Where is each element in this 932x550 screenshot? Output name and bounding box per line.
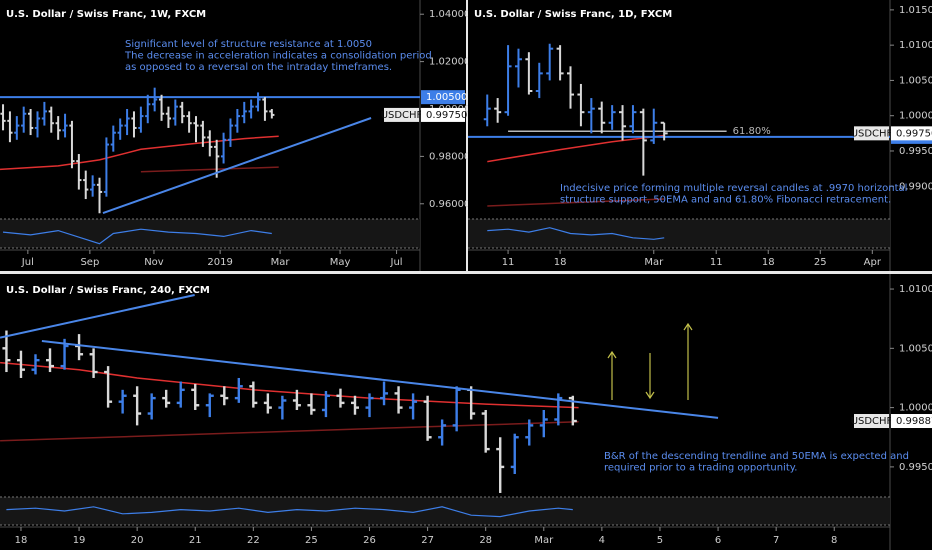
y-tick-label: 1.04000 <box>429 9 470 20</box>
symbol-box <box>854 414 889 429</box>
x-tick-label: Mar <box>534 535 554 546</box>
trendline <box>41 339 719 419</box>
trendline <box>0 293 195 339</box>
moving-average <box>487 198 665 207</box>
x-tick-label: 21 <box>189 535 202 546</box>
y-tick-label: 0.96000 <box>429 199 470 210</box>
x-tick-label: 25 <box>305 535 318 546</box>
x-tick-label: Mar <box>644 257 664 268</box>
last-price-box <box>421 107 465 122</box>
chart-title: U.S. Dollar / Swiss Franc, 240, FXCM <box>6 285 210 296</box>
x-tick-label: 11 <box>710 257 723 268</box>
x-tick-label: 6 <box>715 535 721 546</box>
x-tick-label: 7 <box>773 535 779 546</box>
x-tick-label: 22 <box>247 535 260 546</box>
x-tick-label: 11 <box>502 257 515 268</box>
x-tick-label: 8 <box>831 535 837 546</box>
x-tick-label: 2019 <box>207 257 232 268</box>
panel: 1.040001.020001.000000.980000.96000JulSe… <box>0 0 470 271</box>
fib-label: 61.80% <box>733 126 771 137</box>
x-tick-label: Nov <box>144 257 164 268</box>
x-tick-label: 26 <box>363 535 376 546</box>
symbol-label: USDCHF <box>851 416 893 427</box>
indicator-pane <box>468 219 890 248</box>
moving-average <box>0 421 579 442</box>
symbol-label: USDCHF <box>851 128 893 139</box>
arrow-head <box>607 350 617 359</box>
annotation: Indecisive price forming multiple revers… <box>560 183 907 194</box>
last-price-box <box>891 126 932 141</box>
arrows <box>607 322 693 400</box>
last-price-box <box>891 414 932 429</box>
x-tick-label: 5 <box>657 535 663 546</box>
chart-title: U.S. Dollar / Swiss Franc, 1D, FXCM <box>474 9 672 20</box>
x-tick-label: Jul <box>21 257 34 268</box>
y-tick-label: 0.98000 <box>429 151 470 162</box>
x-tick-label: 18 <box>554 257 567 268</box>
indicator-pane <box>0 219 420 248</box>
plot-area <box>0 293 719 493</box>
moving-average <box>487 134 665 163</box>
x-tick-label: 19 <box>73 535 86 546</box>
y-tick-label: 1.01000 <box>899 284 932 295</box>
x-tick-label: 4 <box>599 535 605 546</box>
plot-area <box>468 43 890 207</box>
chart-title: U.S. Dollar / Swiss Franc, 1W, FXCM <box>6 9 206 20</box>
x-tick-label: Sep <box>80 257 99 268</box>
x-tick-label: Jul <box>390 257 403 268</box>
moving-average <box>140 166 279 173</box>
x-tick-label: May <box>330 257 351 268</box>
moving-average <box>0 135 279 171</box>
last-price-label: 0.99887 <box>896 416 932 427</box>
y-tick-label: 1.00500 <box>899 343 932 354</box>
x-tick-label: 27 <box>421 535 434 546</box>
y-tick-label: 1.01000 <box>899 40 932 51</box>
arrow-head <box>683 322 693 331</box>
annotation: B&R of the descending trendline and 50EM… <box>604 451 909 462</box>
plot-area <box>0 87 420 214</box>
last-price-label: 0.99750 <box>896 128 932 139</box>
level-label-box <box>421 90 465 105</box>
arrow-head <box>645 391 655 400</box>
x-tick-label: 18 <box>762 257 775 268</box>
trendline <box>102 117 372 214</box>
y-tick-label: 1.01500 <box>899 5 932 16</box>
annotation: as opposed to a reversal on the intraday… <box>125 62 392 73</box>
y-tick-label: 0.99000 <box>899 181 932 192</box>
level-label: 1.00500 <box>426 92 467 103</box>
x-tick-label: 18 <box>15 535 28 546</box>
y-tick-label: 1.00500 <box>899 75 932 86</box>
indicator-line <box>6 506 573 518</box>
x-tick-label: 20 <box>131 535 144 546</box>
x-tick-label: Apr <box>864 257 882 268</box>
y-tick-label: 1.02000 <box>429 57 470 68</box>
annotation: Significant level of structure resistanc… <box>125 39 372 50</box>
x-tick-label: 28 <box>479 535 492 546</box>
indicator-pane <box>0 497 890 525</box>
indicator-line <box>487 227 665 240</box>
annotation: The decrease in acceleration indicates a… <box>124 51 432 62</box>
annotation: required prior to a trading opportunity. <box>604 463 797 474</box>
last-price-label: 0.99750 <box>426 110 467 121</box>
x-tick-label: 25 <box>814 257 827 268</box>
indicator-line <box>2 228 272 245</box>
symbol-box <box>854 126 889 141</box>
symbol-label: USDCHF <box>381 110 423 121</box>
symbol-box <box>384 107 419 122</box>
annotation: structure support, 50EMA and and 61.80% … <box>560 195 891 206</box>
x-tick-label: Mar <box>271 257 291 268</box>
